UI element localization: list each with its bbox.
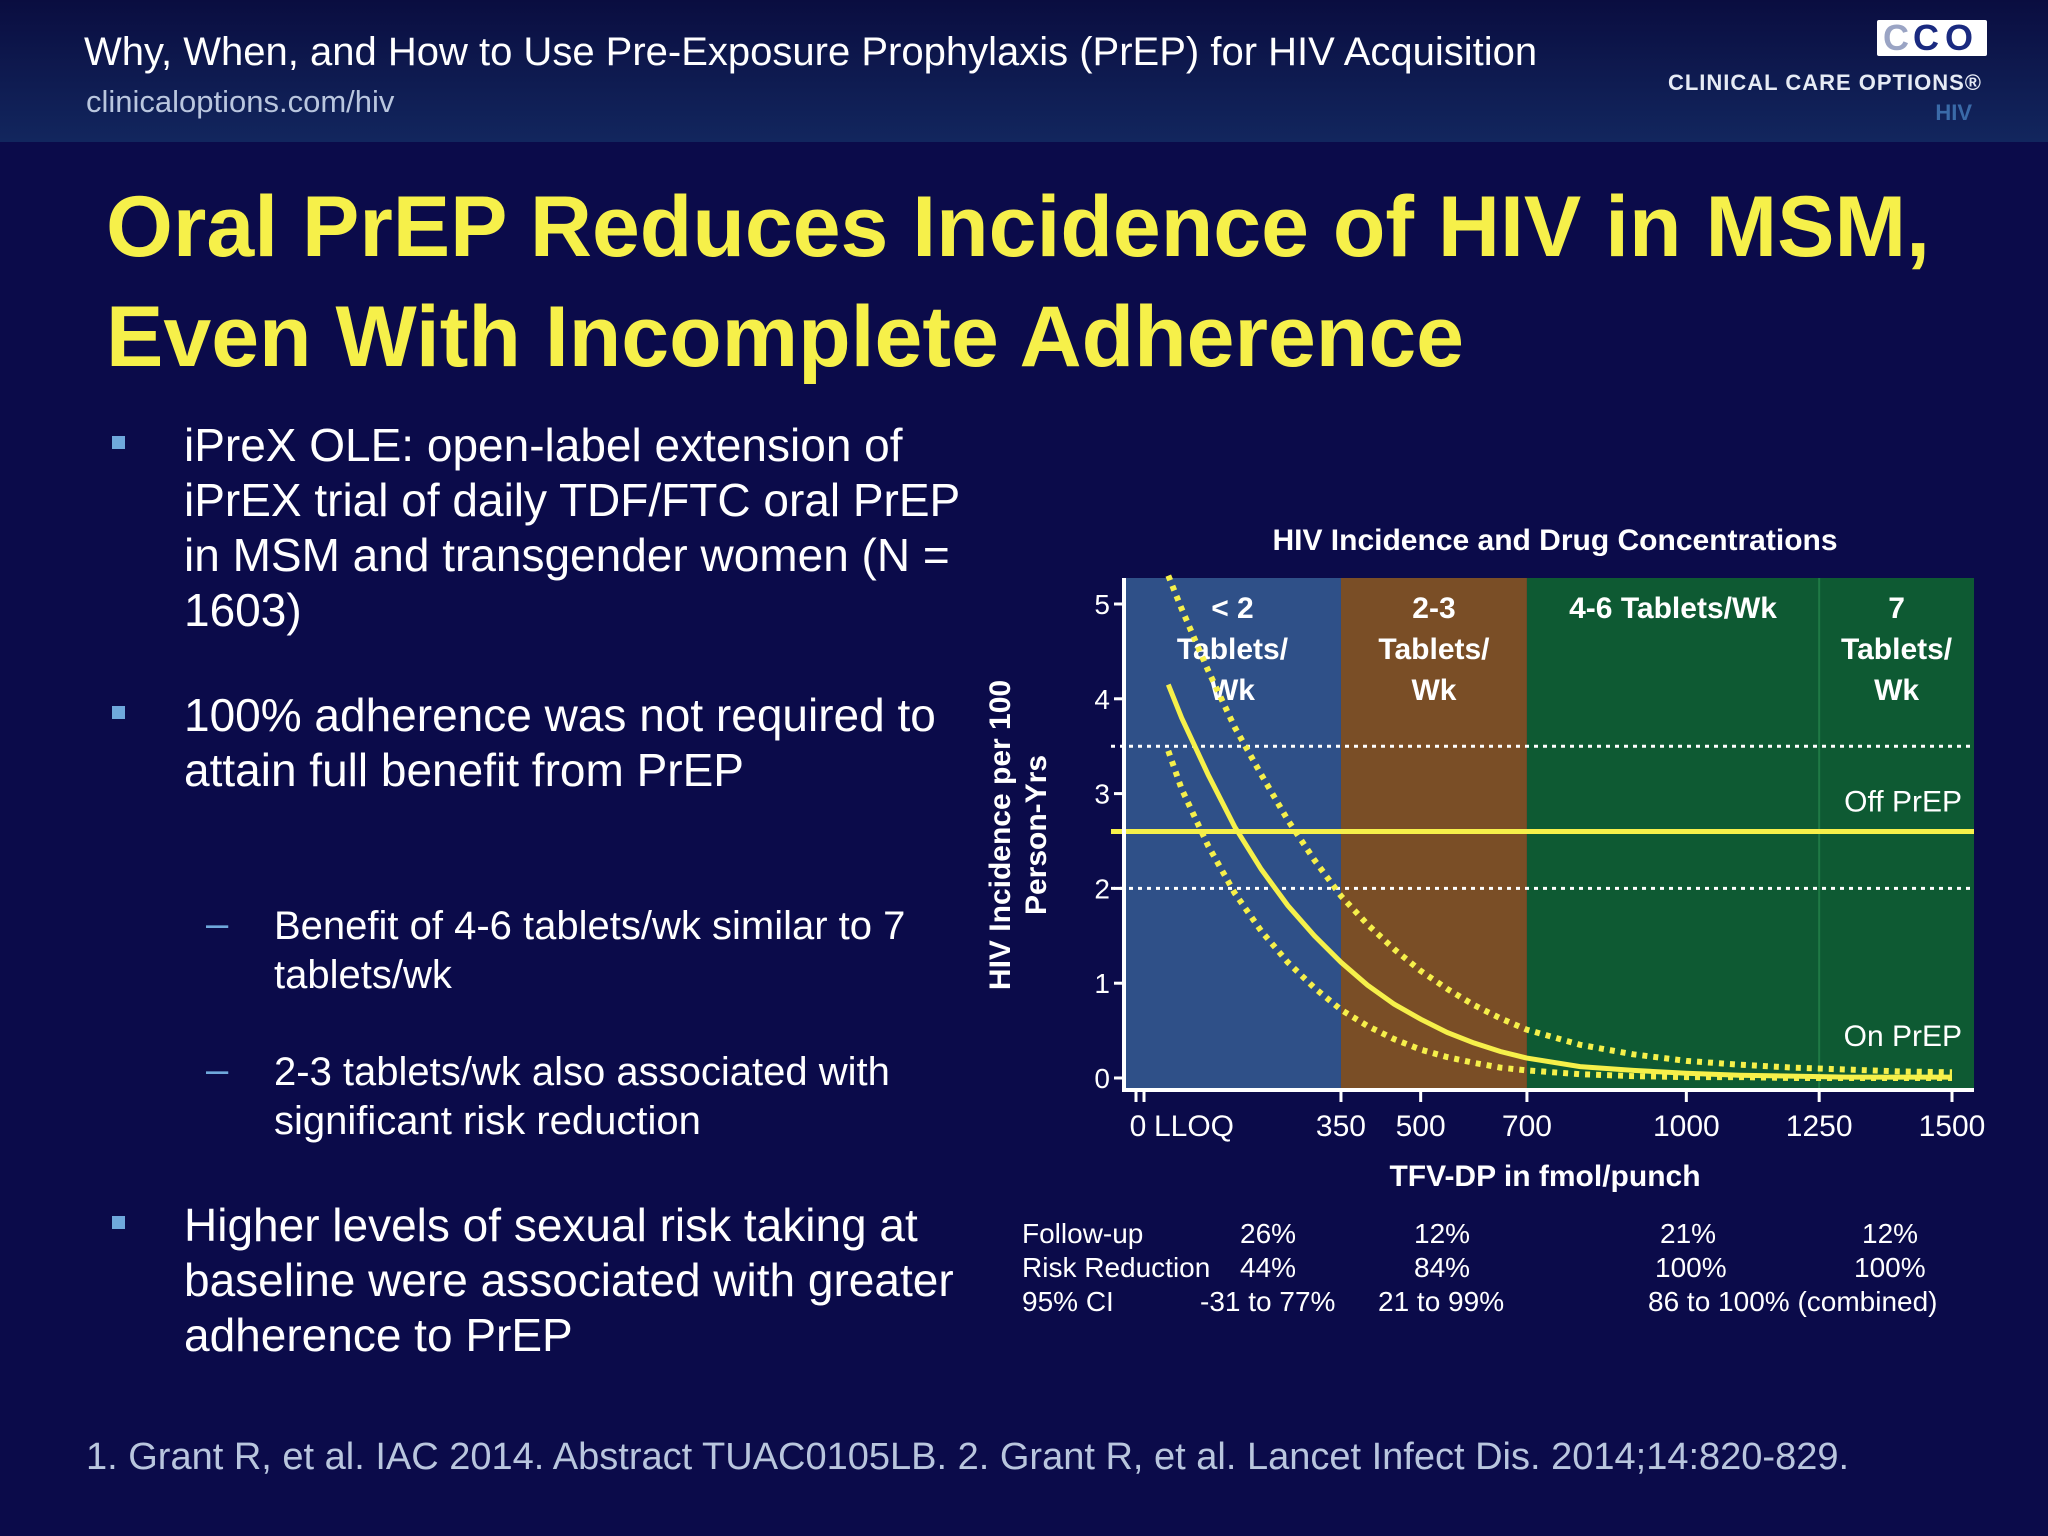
logo-letter: C [1913,17,1939,58]
on-prep-ci-lower [1165,749,1952,1081]
y-tick-label: 2 [1094,873,1110,904]
bullet-text: 100% adherence was not required to attai… [184,689,936,796]
table-cell: 21 to 99% [1378,1286,1505,1317]
band-label: < 2 [1211,592,1254,625]
table-cell: 44% [1240,1252,1297,1283]
logo-sub: HIV [1935,100,1972,125]
chart-title: HIV Incidence and Drug Concentrations [1272,524,1837,557]
logo-letter: C [1883,17,1909,58]
logo-text: CLINICAL CARE OPTIONS® [1667,70,1982,95]
x-tick-label: 500 [1396,1110,1446,1143]
hiv-incidence-chart: HIV Incidence and Drug Concentrations < 2… [984,524,1986,1193]
x-tick-label: 1000 [1653,1110,1720,1143]
band-label: Wk [1874,674,1919,707]
off-prep-label: Off PrEP [1844,786,1962,819]
y-axis-label-line: HIV Incidence per 100 [984,680,1017,990]
band-label: Tablets/ [1378,633,1490,666]
table-cell: 100% [1655,1252,1727,1283]
y-tick-label: 0 [1094,1063,1110,1094]
y-tick-label: 5 [1094,589,1110,620]
slide-title: Oral PrEP Reduces Incidence of HIV in MS… [106,179,1931,385]
on-prep-curve [1165,683,1952,1080]
y-tick-label: 3 [1094,779,1110,810]
table-cell: 12% [1862,1218,1919,1249]
row-label-ci: 95% CI [1022,1286,1114,1317]
dash-icon: – [206,902,229,946]
on-prep-label: On PrEP [1844,1020,1962,1053]
x-axis-label: TFV-DP in fmol/punch [1389,1160,1700,1193]
references-footer: 1. Grant R, et al. IAC 2014. Abstract TU… [86,1436,1850,1478]
y-tick-label: 1 [1094,968,1110,999]
header-url[interactable]: clinicaloptions.com/hiv [86,84,395,119]
bullet-text: iPreX OLE: open-label extension of iPrEX… [184,419,960,636]
table-cell: 86 to 100% (combined) [1648,1286,1938,1317]
on-prep-ci-upper [1165,574,1953,1076]
table-cell: 26% [1240,1218,1297,1249]
x-tick-label: 350 [1316,1110,1366,1143]
slide-header: Why, When, and How to Use Pre-Exposure P… [0,0,2048,142]
bullet-square-icon [112,436,125,449]
band-label: Wk [1411,674,1456,707]
bullet-square-icon [112,1216,125,1229]
y-axis-label: HIV Incidence per 100 Person-Yrs [984,680,1053,990]
table-cell: 12% [1414,1218,1471,1249]
band-label: 7 [1888,592,1905,625]
sub-bullet-text: Benefit of 4-6 tablets/wk similar to 7 t… [274,904,906,997]
x-tick-label: 1250 [1786,1110,1853,1143]
header-title: Why, When, and How to Use Pre-Exposure P… [84,30,1538,74]
x-tick-label: 1500 [1919,1110,1986,1143]
x-tick-label: LLOQ [1154,1110,1234,1143]
bullet-square-icon [112,706,125,719]
x-tick-label: 700 [1502,1110,1552,1143]
row-label-follow-up: Follow-up [1022,1218,1144,1249]
table-cell: 21% [1660,1218,1717,1249]
sub-bullet-text: 2-3 tablets/wk also associated with sign… [274,1050,890,1143]
band-label: 4-6 Tablets/Wk [1569,592,1777,625]
row-label-risk-reduction: Risk Reduction [1022,1252,1211,1283]
table-cell: 100% [1854,1252,1926,1283]
table-cell: 84% [1414,1252,1471,1283]
y-tick-label: 4 [1094,684,1110,715]
x-tick-label: 0 [1130,1110,1147,1143]
y-axis-label-line: Person-Yrs [1020,755,1053,915]
band-label: Tablets/ [1841,633,1953,666]
logo-mark: C C O [1877,17,1987,58]
logo-letter: O [1945,17,1974,58]
band-label: 2-3 [1412,592,1455,625]
table-cell: -31 to 77% [1200,1286,1336,1317]
clinical-care-options-logo: C C O CLINICAL CARE OPTIONS® HIV [1668,17,1990,128]
dash-icon: – [206,1048,229,1092]
bullet-text: Higher levels of sexual risk taking at b… [184,1199,954,1361]
